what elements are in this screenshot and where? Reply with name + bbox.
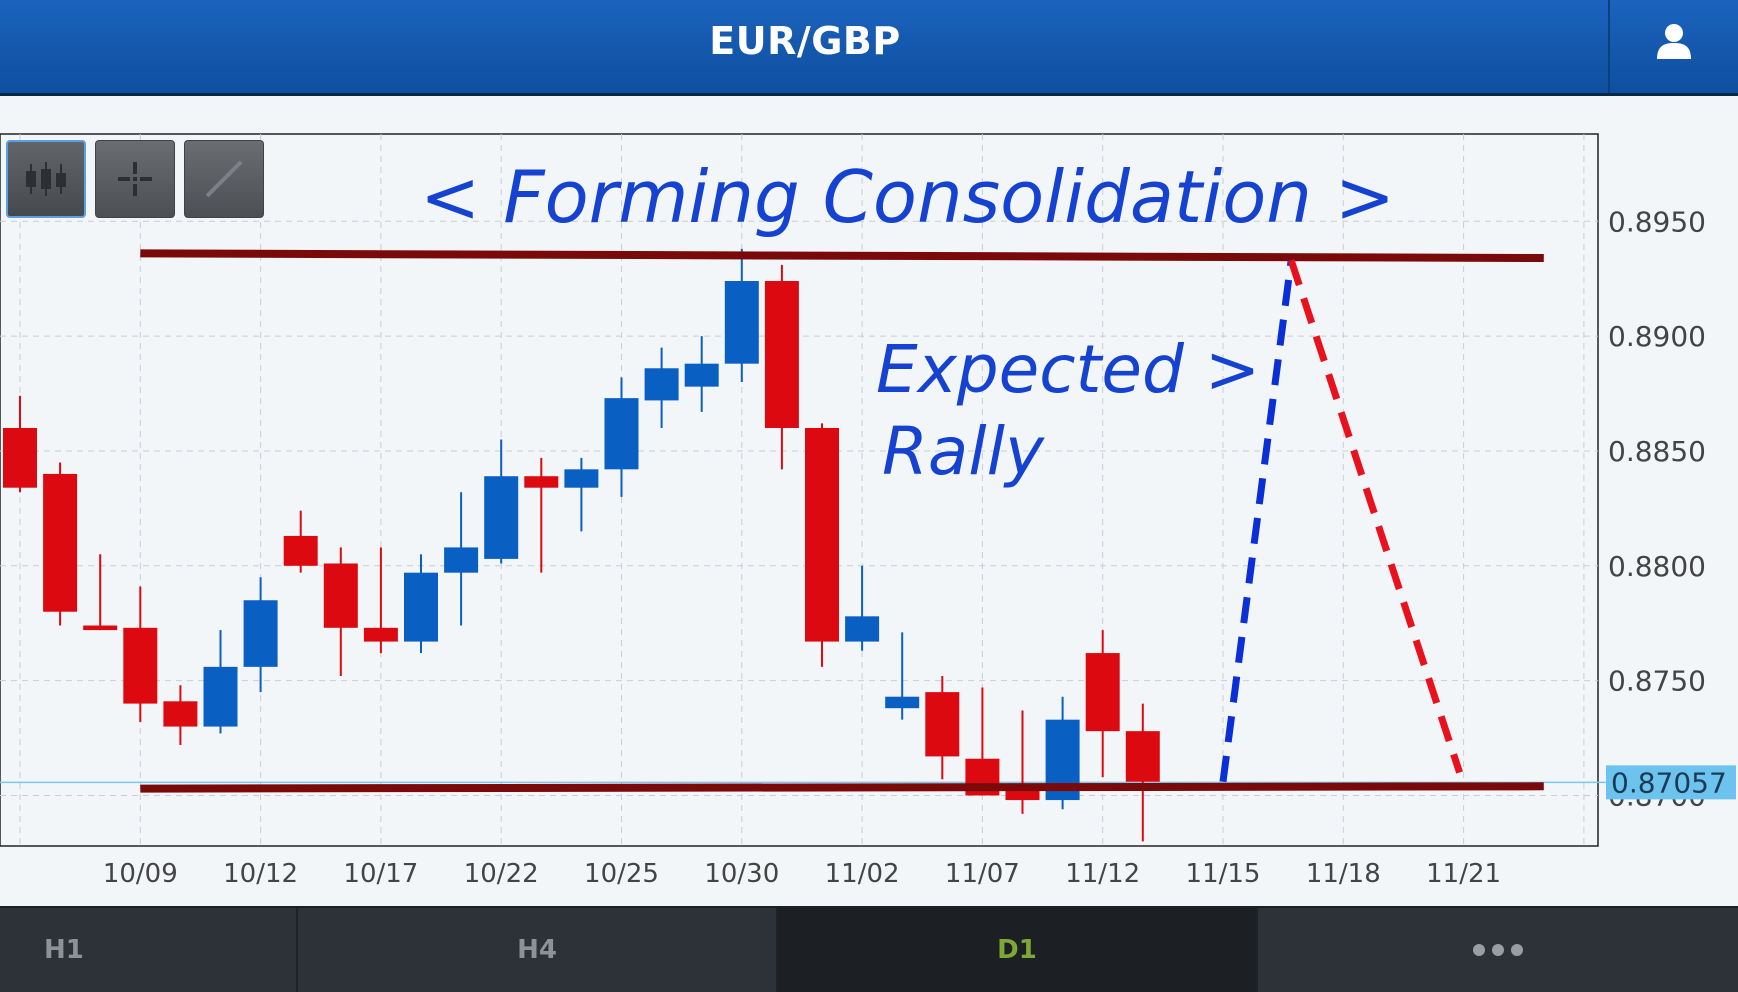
- candle-bearish: [123, 627, 158, 704]
- x-tick-label: 10/09: [103, 859, 178, 889]
- y-tick-label: 0.8750: [1608, 665, 1706, 698]
- trendline-tool-button[interactable]: [184, 140, 264, 218]
- support-line: [140, 782, 1544, 793]
- tab-d1[interactable]: D1: [778, 908, 1258, 992]
- candle-bullish: [243, 600, 278, 667]
- x-tick-label: 11/07: [945, 859, 1020, 889]
- page-title: EUR/GBP: [709, 19, 901, 63]
- candle-bearish: [363, 627, 398, 642]
- chart-toolbar: [6, 140, 264, 218]
- candle-bullish: [885, 696, 920, 709]
- chart-area[interactable]: 0.89500.89000.88500.88000.87500.870010/0…: [0, 96, 1738, 906]
- candle-bearish: [925, 692, 960, 757]
- candle-bearish: [764, 280, 799, 428]
- x-tick-label: 11/21: [1426, 859, 1501, 889]
- candlestick-tool-button[interactable]: [6, 140, 86, 218]
- trendline-tool-icon: [205, 160, 243, 198]
- header-divider: [1608, 0, 1610, 93]
- y-tick-label: 0.8900: [1608, 320, 1706, 353]
- candle-bullish: [203, 666, 238, 727]
- crosshair-tool-button[interactable]: [95, 140, 175, 218]
- x-tick-label: 10/17: [343, 859, 418, 889]
- header-bar: EUR/GBP: [0, 0, 1738, 96]
- tab-h1[interactable]: H1: [0, 908, 298, 992]
- candle-bearish: [1085, 653, 1120, 732]
- current-price-badge: [1606, 765, 1736, 800]
- tab-h4[interactable]: H4: [298, 908, 778, 992]
- candle-bullish: [684, 363, 719, 387]
- candle-bearish: [323, 563, 358, 628]
- candlestick-tool-icon: [26, 162, 66, 196]
- plot-frame: [0, 133, 1599, 847]
- timeframe-bar: H1 H4 D1: [0, 906, 1738, 992]
- candle-bearish: [1005, 790, 1040, 801]
- candle-bearish: [805, 427, 839, 642]
- resistance-line: [140, 249, 1544, 263]
- candle-bearish: [163, 701, 198, 727]
- y-tick-label: 0.8850: [1608, 435, 1706, 468]
- candle-bearish: [43, 473, 78, 612]
- candle-bearish: [524, 476, 559, 488]
- chart-annotation: Expected >: [876, 331, 1260, 408]
- more-icon: [1473, 944, 1523, 956]
- chart-annotation: Rally: [882, 413, 1045, 490]
- projection-up-line: [1219, 259, 1295, 783]
- chart-annotation: < Forming Consolidation >: [420, 155, 1395, 239]
- x-tick-label: 10/22: [464, 859, 539, 889]
- current-price-label: 0.87057: [1611, 766, 1727, 799]
- x-tick-label: 10/25: [584, 859, 659, 889]
- candle-bullish: [404, 572, 438, 642]
- candle-bullish: [564, 469, 599, 488]
- candle-bullish: [444, 547, 479, 573]
- x-tick-label: 11/02: [825, 859, 900, 889]
- projection-down-line: [1287, 259, 1463, 774]
- candlestick-chart[interactable]: 0.89500.89000.88500.88000.87500.870010/0…: [0, 96, 1738, 906]
- candle-bullish: [484, 476, 519, 559]
- x-tick-label: 10/30: [704, 859, 779, 889]
- more-button[interactable]: [1258, 908, 1738, 992]
- x-tick-label: 11/15: [1186, 859, 1261, 889]
- candle-bullish: [724, 280, 759, 364]
- candle-bearish: [83, 625, 118, 631]
- x-tick-label: 10/12: [223, 859, 298, 889]
- x-tick-label: 11/12: [1065, 859, 1140, 889]
- user-icon: [1657, 23, 1691, 59]
- crosshair-tool-icon: [118, 162, 152, 196]
- candle-bearish: [283, 535, 318, 566]
- candle-bearish: [1125, 731, 1160, 782]
- x-tick-label: 11/18: [1306, 859, 1381, 889]
- candle-bullish: [845, 616, 880, 642]
- candle-bullish: [644, 368, 679, 401]
- y-tick-label: 0.8950: [1608, 205, 1706, 238]
- candle-bearish: [3, 427, 37, 488]
- user-button[interactable]: [1610, 0, 1738, 93]
- y-tick-label: 0.8800: [1608, 550, 1706, 583]
- candle-bullish: [604, 398, 639, 470]
